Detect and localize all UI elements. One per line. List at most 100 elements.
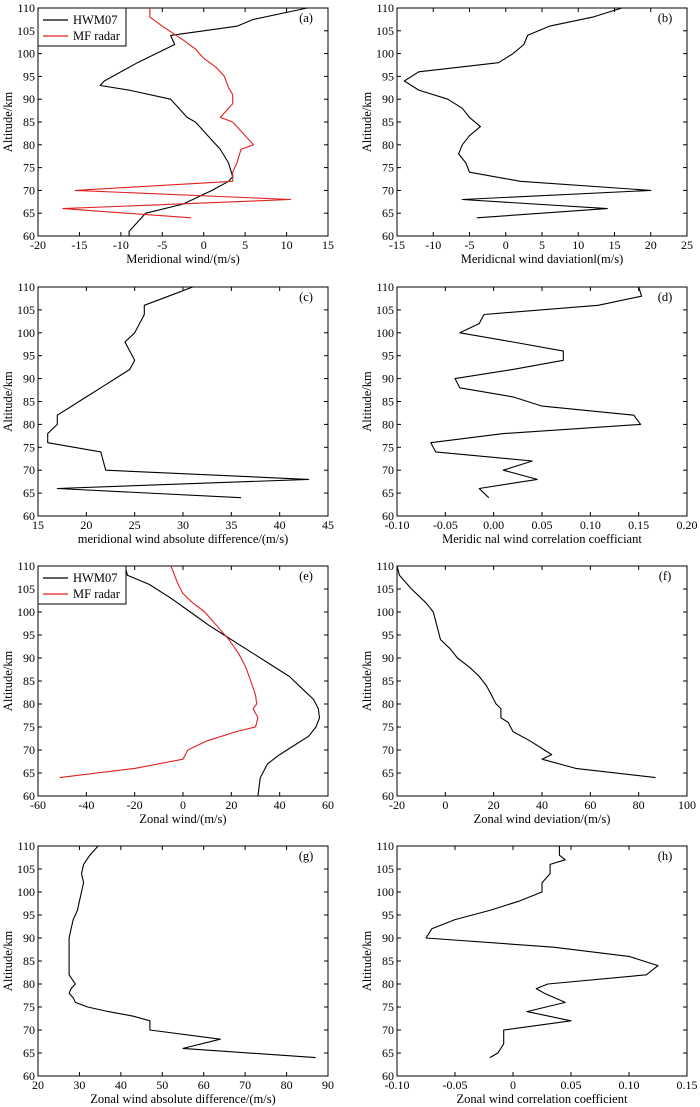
y-tick-label: 100: [376, 326, 394, 340]
x-tick-label: 20: [645, 238, 657, 252]
y-tick-label: 75: [23, 440, 35, 454]
y-tick-label: 100: [17, 326, 35, 340]
plot-frame: [37, 286, 329, 517]
legend-box: [37, 7, 127, 47]
x-tick-label: 90: [322, 1078, 334, 1092]
plot-frame: [396, 7, 688, 237]
y-tick-label: 105: [17, 582, 35, 596]
y-tick-label: 60: [23, 1069, 35, 1083]
series-line-deviation: [403, 7, 652, 219]
series-line-correlation: [425, 846, 659, 1059]
panel-label: (g): [299, 849, 314, 863]
y-axis-label: Altitude/km: [1, 931, 15, 992]
y-tick-label: 105: [376, 24, 394, 38]
y-tick-label: 65: [382, 486, 394, 500]
chart-panel-c: 15 20 25 30 35 40 45 60 65 70 75 80 85 90 95 100 105 110 m…: [1, 280, 334, 546]
panel-label: (f): [659, 569, 672, 583]
y-tick-label: 110: [17, 839, 35, 853]
y-tick-label: 85: [23, 954, 35, 968]
x-tick-label: 5: [539, 238, 545, 252]
x-tick-label: -5: [465, 238, 475, 252]
x-tick-label: 0.05: [532, 518, 553, 532]
y-tick-label: 85: [382, 395, 394, 409]
y-tick-label: 80: [23, 977, 35, 991]
x-tick-label: 20: [80, 518, 92, 532]
x-tick-label: 40: [536, 798, 548, 812]
y-tick-label: 105: [376, 303, 394, 317]
legend-label: HWM07: [73, 571, 117, 585]
x-tick-label: -15: [389, 238, 405, 252]
y-tick-label: 105: [17, 862, 35, 876]
y-tick-label: 75: [23, 161, 35, 175]
x-tick-label: 25: [681, 238, 693, 252]
y-tick-label: 105: [17, 24, 35, 38]
x-tick-label: 30: [73, 1078, 85, 1092]
y-tick-label: 85: [382, 115, 394, 129]
chart-panel-e: -60 -40 -20 0 20 40 60 60 65 70 75 80 85 90 95 100 105 11…: [1, 559, 334, 826]
y-tick-label: 70: [382, 463, 394, 477]
y-tick-label: 80: [382, 977, 394, 991]
x-tick-label: 15: [322, 238, 334, 252]
y-tick-label: 75: [382, 440, 394, 454]
series-line-deviation: [396, 565, 656, 779]
y-tick-label: 75: [23, 1000, 35, 1014]
plot-frame: [37, 845, 329, 1077]
x-axis-label: Zonal wind absolute difference/(m/s): [90, 1092, 275, 1106]
y-tick-label: 110: [17, 559, 35, 573]
x-tick-label: 0.15: [677, 1078, 698, 1092]
y-tick-label: 100: [17, 47, 35, 61]
y-tick-label: 105: [17, 303, 35, 317]
y-axis-label: Altitude/km: [1, 92, 15, 153]
panel-label: (d): [658, 290, 673, 304]
y-tick-label: 100: [17, 605, 35, 619]
x-tick-label: -0.10: [385, 518, 410, 532]
chart-panel-g: 20 30 40 50 60 70 80 90 60 65 70 75 80 85 90 95 100 105 11…: [1, 839, 334, 1106]
x-tick-label: 30: [177, 518, 189, 532]
x-tick-label: 25: [129, 518, 141, 532]
y-axis-label: Altitude/km: [360, 651, 374, 712]
x-tick-label: 60: [584, 798, 596, 812]
plot-frame: [396, 565, 688, 797]
y-tick-label: 95: [23, 349, 35, 363]
x-tick-label: 100: [678, 798, 696, 812]
y-tick-label: 90: [382, 92, 394, 106]
x-axis-label: Meridic nal wind correlation coefficiant: [442, 532, 642, 546]
y-axis-label: Altitude/km: [360, 92, 374, 153]
panel-label: (c): [299, 290, 313, 304]
series-line-hwm07: [124, 565, 321, 797]
chart-panel-a: -20 -15 -10 -5 0 5 10 15 60 65 70 75 80 85 90 95 100 105 1…: [1, 1, 334, 266]
y-tick-label: 80: [382, 138, 394, 152]
y-tick-label: 110: [376, 1, 394, 15]
x-axis-label: Zonal wind deviation/(m/s): [474, 812, 611, 826]
chart-panel-f: -20 0 20 40 60 80 100 60 65 70 75 80 85 90 95 100 105 110…: [360, 559, 696, 826]
y-axis-label: Altitude/km: [360, 371, 374, 432]
y-axis-label: Altitude/km: [360, 931, 374, 992]
y-tick-label: 95: [23, 628, 35, 642]
y-tick-label: 60: [382, 229, 394, 243]
x-axis-label: meridional wind absolute difference/(m/s…: [78, 532, 288, 546]
y-tick-label: 100: [376, 605, 394, 619]
plot-frame: [396, 286, 688, 517]
y-tick-label: 95: [382, 69, 394, 83]
x-tick-label: 0.10: [580, 518, 601, 532]
x-tick-label: -20: [127, 798, 143, 812]
y-tick-label: 85: [382, 954, 394, 968]
chart-panel-h: -0.10 -0.05 0 0.05 0.10 0.15 60 65 70 75 80 85 90 95 1…: [360, 839, 698, 1106]
y-tick-label: 110: [376, 839, 394, 853]
series-line-hwm07: [99, 7, 308, 236]
y-tick-label: 70: [23, 1023, 35, 1037]
chart-panel-d: -0.10 -0.05 0.00 0.05 0.10 0.15 0.20 60 65 70 75 80…: [360, 280, 698, 546]
x-tick-label: 40: [274, 518, 286, 532]
x-tick-label: 0.15: [628, 518, 649, 532]
y-tick-label: 60: [382, 789, 394, 803]
x-tick-label: 0.20: [677, 518, 698, 532]
y-tick-label: 80: [23, 138, 35, 152]
series-line-difference: [47, 286, 310, 499]
y-tick-label: 60: [23, 789, 35, 803]
y-axis-label: Altitude/km: [1, 371, 15, 432]
x-tick-label: 20: [225, 798, 237, 812]
x-tick-label: 40: [274, 798, 286, 812]
y-tick-label: 75: [23, 720, 35, 734]
y-tick-label: 75: [382, 720, 394, 734]
chart-panel-b: -15 -10 -5 0 5 10 15 20 25 60 65 70 75 80 85 90 95 100 105…: [360, 1, 693, 266]
